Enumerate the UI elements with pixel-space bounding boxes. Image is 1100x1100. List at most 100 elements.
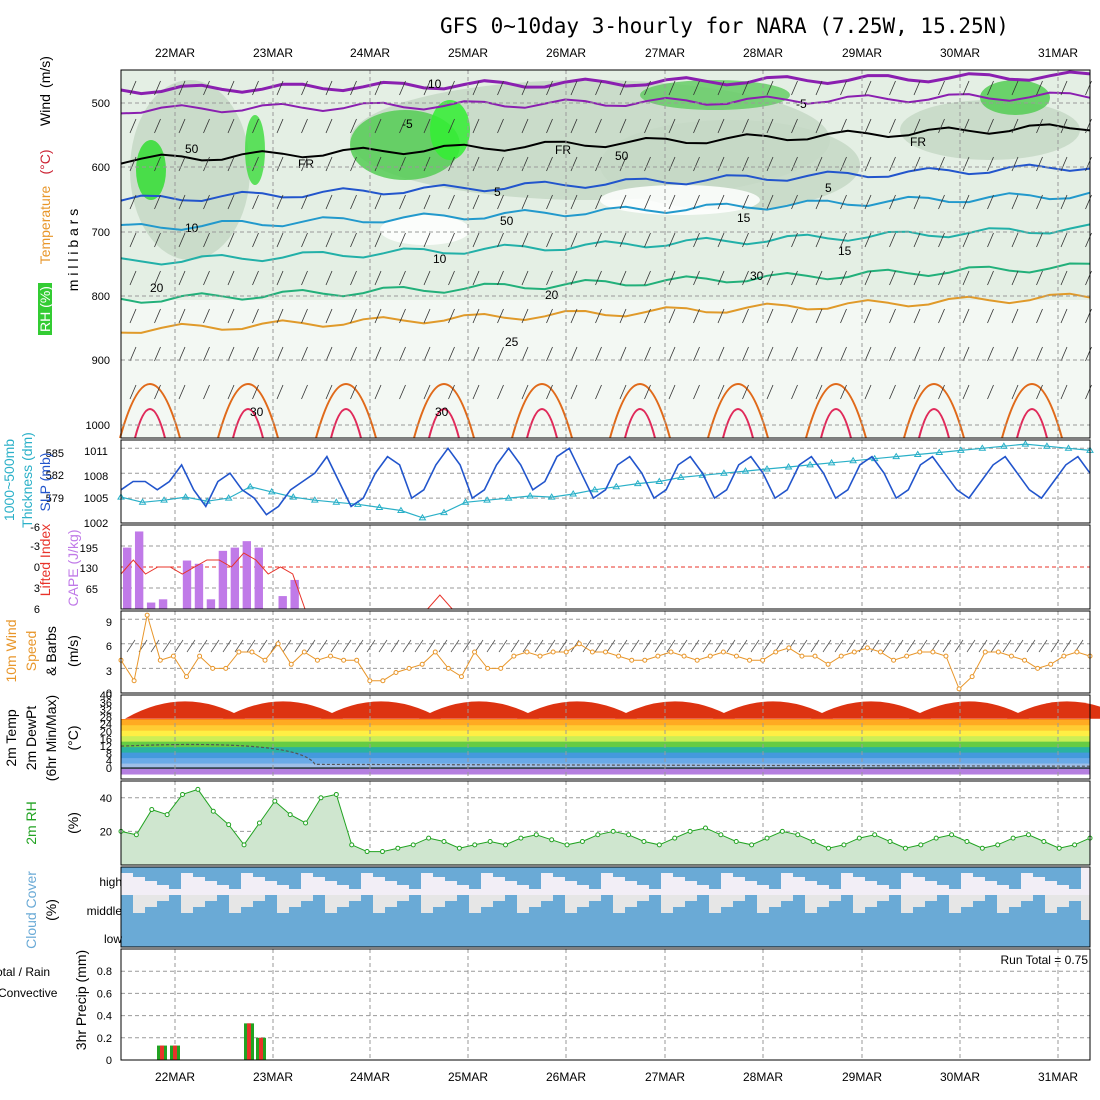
barb-2-15 bbox=[497, 156, 504, 172]
cloud-mid-32 bbox=[505, 895, 517, 920]
cloud-high-34 bbox=[529, 867, 541, 889]
cloud-high-56 bbox=[793, 867, 805, 877]
cloud-mid-56 bbox=[793, 895, 805, 920]
barb-2-38 bbox=[1060, 156, 1068, 172]
li-tick-0: -6 bbox=[30, 522, 40, 534]
wind-point-32 bbox=[537, 653, 543, 659]
barb-3-28 bbox=[815, 194, 823, 210]
barb-5-13 bbox=[448, 270, 455, 286]
barb-1-1 bbox=[154, 118, 161, 134]
slp-tick-1: 1008 bbox=[84, 471, 108, 483]
cloud-mid-54 bbox=[769, 907, 781, 920]
cloud-mid-67 bbox=[925, 901, 937, 920]
temp-label-18: 50 bbox=[615, 149, 629, 163]
wind-point-45 bbox=[707, 653, 713, 659]
cloud-mid-12 bbox=[265, 895, 277, 920]
temp-label-10: FR bbox=[910, 135, 926, 149]
date-top-7: 29MAR bbox=[842, 46, 882, 60]
barb-7-12 bbox=[423, 346, 431, 362]
date-bottom-5: 27MAR bbox=[645, 1070, 685, 1084]
barb-1-26 bbox=[766, 118, 774, 134]
barb-5-34 bbox=[962, 270, 970, 286]
slp-tick-2: 1005 bbox=[84, 493, 108, 505]
cloud-mid-61 bbox=[853, 913, 865, 920]
cloud-mid-52 bbox=[745, 895, 757, 920]
cloud-mid-17 bbox=[325, 913, 337, 920]
barb-2-20 bbox=[619, 156, 627, 172]
barb-1-31 bbox=[889, 118, 896, 134]
barb-0-30 bbox=[864, 80, 872, 96]
wind-barb-43 bbox=[642, 639, 652, 653]
wind-barb-40 bbox=[606, 639, 616, 653]
cloud-mid-57 bbox=[805, 913, 817, 920]
barb-0-4 bbox=[227, 80, 235, 96]
temp-contour-3 bbox=[120, 163, 1091, 203]
cloud-mid-28 bbox=[457, 895, 469, 920]
thickness-point-20 bbox=[547, 493, 556, 500]
wind-barb-46 bbox=[678, 639, 688, 653]
barb-6-36 bbox=[1011, 308, 1019, 324]
cloud-mid-6 bbox=[193, 907, 205, 920]
thickness-point-24 bbox=[633, 479, 642, 487]
cloud-mid-42 bbox=[625, 907, 637, 920]
date-top-1: 23MAR bbox=[253, 46, 293, 60]
thickness-point-42 bbox=[1021, 440, 1030, 447]
cloud-high-10 bbox=[241, 867, 253, 873]
cloud-high-54 bbox=[769, 867, 781, 889]
thickness-point-5 bbox=[224, 494, 233, 501]
rh-point-48 bbox=[856, 835, 862, 841]
barb-4-22 bbox=[668, 232, 676, 248]
wind-barb-63 bbox=[882, 639, 892, 653]
temp-tick-8: 20 bbox=[100, 727, 112, 739]
barb-1-0 bbox=[129, 118, 137, 134]
thickness-unit: Thickness (dm) bbox=[19, 432, 35, 528]
cloud-mid-34 bbox=[529, 907, 541, 920]
barb-0-27 bbox=[791, 80, 798, 96]
wind-point-3 bbox=[157, 657, 163, 663]
date-top-8: 30MAR bbox=[940, 46, 980, 60]
barb-2-16 bbox=[521, 156, 529, 172]
barb-1-10 bbox=[374, 118, 382, 134]
wind-point-52 bbox=[799, 653, 805, 659]
upper-frame bbox=[120, 69, 1091, 439]
cloud-mid-3 bbox=[157, 901, 169, 920]
wind10-title: 10m Wind bbox=[3, 619, 19, 682]
barb-7-13 bbox=[448, 346, 455, 362]
hot-loop-0 bbox=[134, 408, 166, 439]
barb-1-16 bbox=[521, 118, 529, 134]
wind-barb-57 bbox=[810, 639, 820, 653]
barb-1-5 bbox=[252, 118, 259, 134]
hot-loop-5 bbox=[624, 408, 656, 439]
barb-8-21 bbox=[644, 384, 651, 400]
cloud-high-58 bbox=[817, 867, 829, 885]
barb-1-38 bbox=[1060, 118, 1068, 134]
barb-5-8 bbox=[325, 270, 333, 286]
barb-8-5 bbox=[252, 384, 259, 400]
barb-8-3 bbox=[203, 384, 210, 400]
precip-unit: 3hr Precip (mm) bbox=[73, 950, 89, 1050]
cloud-high-46 bbox=[673, 867, 685, 877]
rh-point-13 bbox=[318, 795, 324, 801]
barb-4-34 bbox=[962, 232, 970, 248]
rh-tick-0: 40 bbox=[100, 793, 112, 805]
rh-blob-10 bbox=[380, 215, 470, 245]
wind-point-61 bbox=[917, 649, 923, 655]
date-top-6: 28MAR bbox=[743, 46, 783, 60]
rh-point-47 bbox=[841, 842, 847, 848]
temp-tick-5: 0 bbox=[106, 763, 112, 775]
barb-4-26 bbox=[766, 232, 774, 248]
rh-point-7 bbox=[226, 822, 232, 828]
barb-2-11 bbox=[399, 156, 406, 172]
barb-3-24 bbox=[717, 194, 725, 210]
cloud-high-6 bbox=[193, 867, 205, 877]
barb-0-16 bbox=[521, 80, 529, 96]
barb-8-29 bbox=[840, 384, 847, 400]
temp-band-7 bbox=[121, 730, 1090, 737]
barb-8-32 bbox=[913, 384, 921, 400]
precip-tick-3: 0.2 bbox=[97, 1033, 112, 1045]
barb-5-9 bbox=[350, 270, 357, 286]
rh-point-30 bbox=[579, 838, 585, 844]
barb-1-20 bbox=[619, 118, 627, 134]
barb-5-37 bbox=[1036, 270, 1043, 286]
barb-5-28 bbox=[815, 270, 823, 286]
